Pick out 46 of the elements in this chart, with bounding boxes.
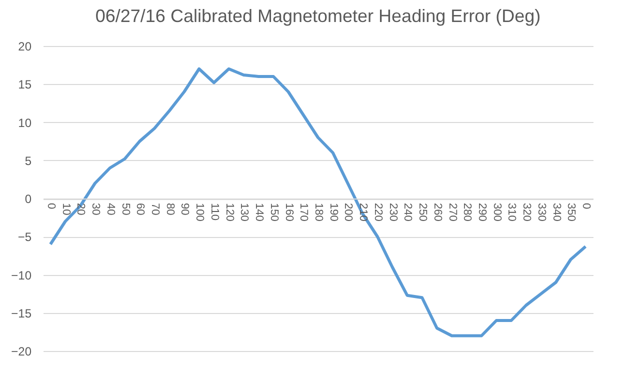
x-tick-label: 270: [446, 203, 458, 222]
y-tick-label: −5: [18, 230, 32, 244]
y-tick-label: −10: [11, 268, 32, 282]
x-tick-label: 170: [298, 203, 310, 222]
x-tick-label: 40: [104, 203, 116, 216]
x-tick-label: 90: [178, 203, 191, 216]
x-tick-label: 10: [60, 203, 72, 216]
x-tick-label: 220: [372, 203, 384, 222]
x-tick-label: 20: [74, 203, 87, 216]
x-tick-label: 130: [238, 203, 250, 222]
x-tick-label: 100: [194, 203, 206, 222]
chart-title: 06/27/16 Calibrated Magnetometer Heading Error (Deg): [95, 6, 541, 26]
x-tick-label: 70: [148, 203, 161, 216]
x-tick-label: 200: [342, 203, 354, 222]
x-tick-label: 180: [312, 203, 324, 222]
x-tick-label: 320: [520, 203, 533, 222]
x-tick-label: 210: [357, 203, 370, 222]
x-tick-label: 260: [431, 203, 444, 222]
x-tick-label: 120: [223, 203, 236, 222]
x-tick-label: 190: [327, 203, 340, 222]
y-tick-label: 10: [18, 116, 32, 130]
y-tick-label: 5: [24, 154, 32, 168]
x-tick-label: 340: [550, 203, 562, 222]
x-tick-label: 350: [565, 203, 578, 222]
x-tick-label: 300: [490, 203, 503, 222]
x-tick-label: 60: [134, 203, 146, 216]
x-tick-label: 140: [253, 203, 266, 222]
x-tick-label: 230: [386, 203, 399, 222]
y-tick-label: −20: [11, 344, 32, 358]
y-tick-label: 15: [18, 78, 32, 92]
x-tick-label: 330: [535, 203, 548, 222]
x-tick-label: 30: [90, 203, 102, 216]
x-tick-label: 240: [402, 203, 414, 222]
x-tick-label: 250: [416, 203, 429, 222]
x-tick-label: 50: [119, 203, 132, 216]
y-tick-label: −15: [11, 306, 32, 320]
x-tick-label: 0: [580, 203, 592, 210]
x-tick-label: 280: [461, 203, 474, 222]
x-tick-label: 0: [44, 203, 57, 210]
x-tick-label: 80: [164, 203, 176, 216]
y-tick-label: 20: [18, 40, 32, 54]
x-tick-label: 110: [208, 203, 220, 221]
x-tick-label: 160: [282, 203, 295, 222]
x-tick-label: 150: [268, 203, 280, 222]
x-tick-label: 310: [506, 203, 518, 222]
x-tick-label: 290: [476, 203, 488, 222]
